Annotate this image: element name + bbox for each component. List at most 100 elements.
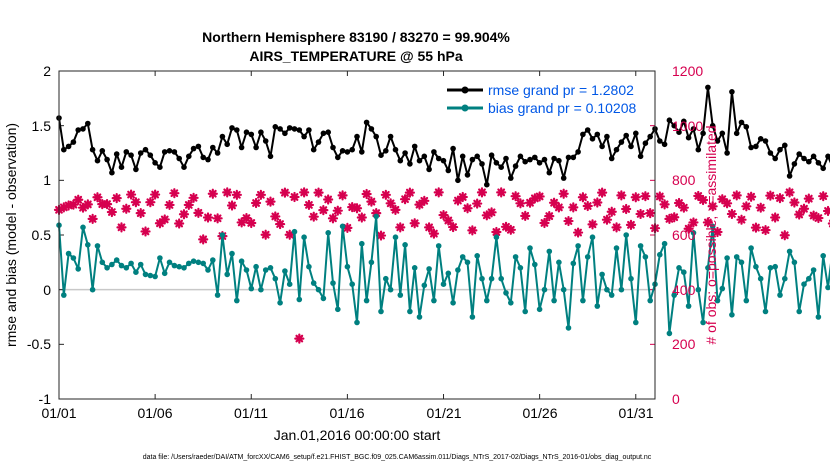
rmse-point (729, 89, 735, 95)
rmse-point (613, 146, 620, 153)
bias-point (810, 267, 817, 273)
bias-point (479, 275, 485, 282)
obs-count-marker (755, 202, 766, 213)
bias-point (599, 271, 605, 278)
rmse-point (205, 156, 211, 163)
rmse-point (186, 153, 192, 160)
rmse-point (142, 146, 149, 153)
rmse-point (685, 134, 692, 141)
x-tick-label: 01/01 (41, 405, 76, 421)
y-left-tick-label: 0 (43, 282, 51, 298)
bias-point (714, 297, 721, 304)
bias-point (690, 230, 697, 236)
legend-rmse-marker (461, 86, 469, 94)
bias-point (363, 297, 370, 304)
rmse-point (628, 143, 634, 150)
rmse-point (820, 165, 826, 172)
bias-point (411, 265, 418, 271)
rmse-point (344, 149, 351, 155)
rmse-point (705, 84, 711, 91)
bias-point (70, 255, 77, 261)
bias-point (445, 270, 452, 277)
rmse-point (738, 119, 745, 126)
rmse-point (536, 160, 543, 166)
obs-count-marker (625, 219, 637, 230)
rmse-point (296, 127, 303, 133)
obs-count-marker (476, 187, 488, 198)
rmse-point (767, 150, 774, 156)
rmse-point (594, 131, 601, 138)
obs-count-marker (448, 221, 459, 233)
obs-count-marker (789, 197, 800, 208)
obs-count-marker (135, 208, 146, 219)
rmse-point (493, 160, 500, 166)
obs-count-marker (260, 229, 271, 240)
obs-count-marker (255, 189, 266, 200)
bias-point (152, 273, 158, 280)
obs-count-marker (678, 202, 689, 213)
bias-point (277, 300, 283, 306)
rmse-point (522, 158, 528, 165)
bias-point (753, 263, 759, 270)
data-file-footer: data file: /Users/raeder/DAI/ATM_forcXX/… (143, 454, 652, 461)
obs-count-marker (721, 198, 733, 209)
rmse-point (431, 149, 437, 155)
bias-point (570, 260, 577, 267)
bias-point (320, 295, 327, 302)
bias-point (762, 308, 769, 315)
obs-count-marker (188, 192, 199, 203)
rmse-point (532, 154, 538, 161)
obs-count-marker (164, 199, 175, 211)
bias-point (383, 275, 389, 282)
bias-point (748, 245, 754, 251)
y-left-axis-label: rmse and bias (model - observation) (3, 123, 19, 347)
legend-bias-label: bias grand pr = 0.10208 (488, 100, 636, 116)
obs-count-marker (327, 213, 339, 224)
bias-point (685, 303, 692, 309)
rmse-point (517, 153, 524, 160)
obs-count-marker (299, 187, 310, 198)
obs-count-marker (544, 211, 555, 222)
obs-count-marker (697, 194, 709, 206)
obs-count-marker (645, 208, 656, 219)
bias-point (560, 286, 567, 293)
rmse-point (113, 151, 120, 157)
bias-point (142, 271, 149, 278)
obs-count-marker (202, 212, 214, 223)
obs-count-marker (539, 217, 550, 229)
rmse-point (99, 148, 106, 154)
rmse-point (560, 175, 567, 181)
rmse-point (325, 129, 332, 135)
rmse-point (402, 150, 408, 156)
rmse-point (618, 139, 625, 145)
rmse-point (801, 155, 807, 162)
rmse-point (195, 143, 202, 150)
bias-point (301, 234, 307, 240)
bias-point (65, 250, 72, 257)
obs-count-marker (803, 193, 814, 204)
bias-point (253, 263, 259, 270)
rmse-point (253, 144, 259, 151)
rmse-point (580, 131, 586, 138)
obs-count-marker (443, 215, 454, 226)
bias-point (248, 285, 255, 292)
obs-count-marker (597, 187, 608, 198)
rmse-point (104, 156, 110, 163)
rmse-point (267, 153, 274, 160)
obs-count-marker (558, 188, 569, 199)
obs-count-marker (659, 199, 670, 210)
bias-point (109, 261, 115, 268)
obs-count-marker (250, 197, 262, 209)
obs-count-marker (246, 217, 257, 229)
rmse-point (565, 154, 572, 161)
rmse-point (75, 127, 81, 133)
obs-count-marker (323, 194, 334, 205)
x-tick-labels: 01/01 01/06 01/11 01/16 01/21 01/26 01/3… (41, 405, 653, 421)
y-left-tick-label: 2 (43, 63, 51, 79)
bias-point (786, 248, 793, 255)
bias-point (61, 292, 67, 298)
bias-point (373, 213, 380, 220)
obs-count-marker (375, 230, 387, 241)
rmse-point (368, 126, 375, 132)
obs-count-marker (150, 189, 161, 200)
